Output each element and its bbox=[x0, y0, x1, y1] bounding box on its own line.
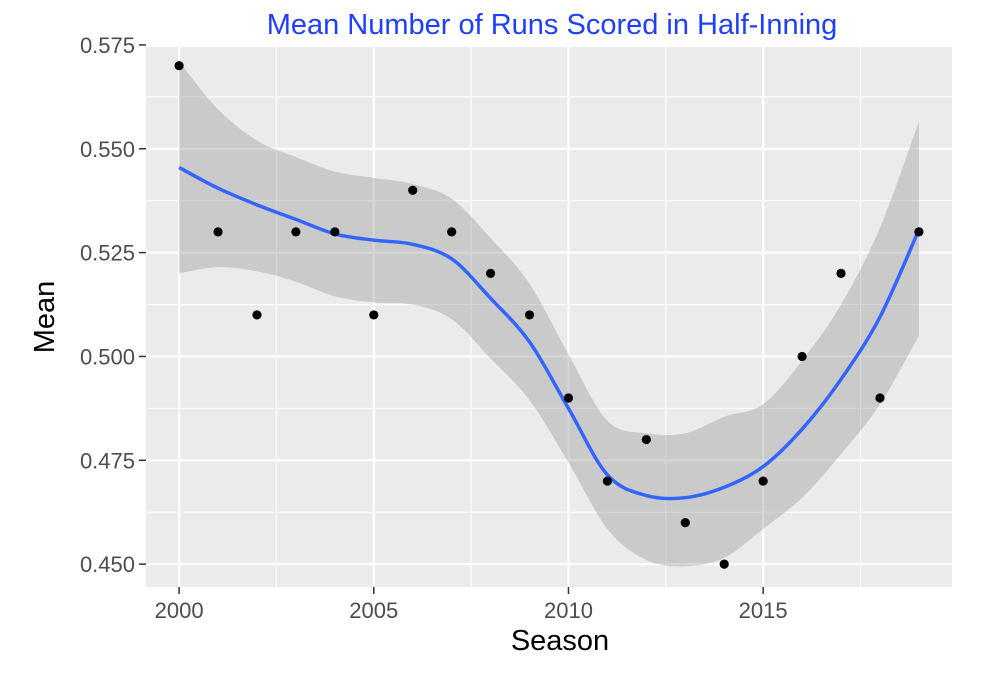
data-point bbox=[213, 227, 223, 237]
data-point bbox=[680, 518, 690, 528]
y-axis-title: Mean bbox=[29, 281, 61, 354]
plot-panel bbox=[146, 47, 952, 587]
x-tick-label: 2000 bbox=[155, 598, 204, 623]
data-point bbox=[369, 310, 379, 320]
smooth-line bbox=[178, 165, 921, 501]
points-layer bbox=[174, 61, 924, 569]
y-tick-label: 0.500 bbox=[80, 344, 135, 369]
x-axis: 2000 2005 2010 2015 bbox=[155, 587, 788, 623]
grid-minor bbox=[146, 47, 952, 587]
data-point bbox=[602, 476, 613, 486]
data-point bbox=[291, 227, 301, 237]
data-point bbox=[447, 227, 457, 237]
y-tick-label: 0.550 bbox=[80, 137, 135, 162]
y-axis: 0.450 0.475 0.500 0.525 0.550 0.575 bbox=[80, 33, 146, 577]
chart-title: Mean Number of Runs Scored in Half-Innin… bbox=[267, 9, 838, 41]
data-point bbox=[174, 61, 184, 71]
y-tick-label: 0.450 bbox=[80, 552, 135, 577]
data-point bbox=[485, 268, 496, 278]
data-point bbox=[875, 393, 885, 403]
data-point bbox=[797, 351, 807, 362]
data-point bbox=[330, 227, 340, 237]
y-tick-label: 0.525 bbox=[80, 241, 135, 266]
data-point bbox=[758, 476, 768, 486]
x-axis-title: Season bbox=[511, 625, 609, 657]
data-point bbox=[408, 185, 418, 195]
data-point bbox=[914, 227, 924, 237]
data-point bbox=[836, 268, 846, 278]
data-point bbox=[719, 559, 729, 569]
y-tick-label: 0.575 bbox=[80, 33, 135, 58]
data-point bbox=[641, 434, 651, 445]
data-point bbox=[524, 310, 535, 320]
x-tick-label: 2005 bbox=[349, 598, 398, 623]
x-tick-label: 2010 bbox=[544, 598, 593, 623]
y-tick-label: 0.475 bbox=[80, 448, 135, 473]
data-point bbox=[252, 310, 262, 320]
data-point bbox=[563, 393, 574, 403]
confidence-ribbon bbox=[179, 61, 919, 567]
x-tick-label: 2015 bbox=[739, 598, 788, 623]
